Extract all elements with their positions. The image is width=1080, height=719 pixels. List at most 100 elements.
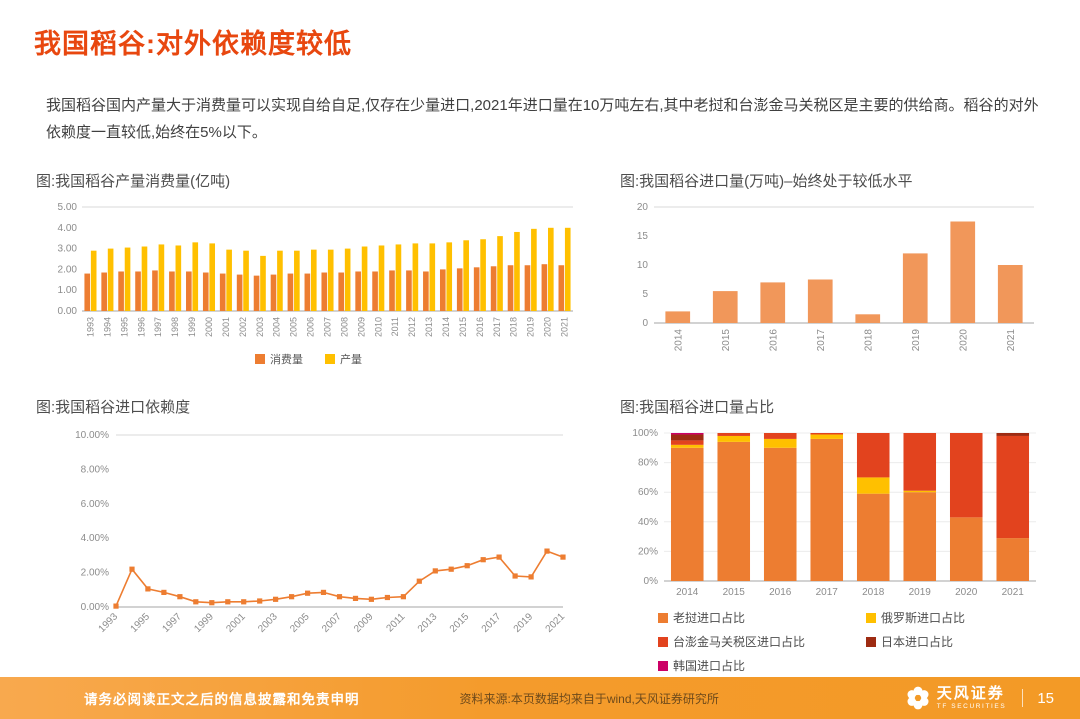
bar bbox=[310, 249, 317, 311]
y-axis-label: 8.00% bbox=[81, 464, 109, 475]
bar bbox=[321, 272, 328, 311]
x-axis-label: 2007 bbox=[323, 317, 333, 337]
production-consumption-bar-chart: 0.00 1.00 2.00 3.00 4.00 5.00 1993 1994 1995 1996… bbox=[58, 202, 573, 337]
bar bbox=[277, 250, 283, 311]
chart4-title: 图:我国稻谷进口量占比 bbox=[620, 399, 775, 416]
bar bbox=[209, 243, 216, 311]
marker bbox=[512, 573, 518, 579]
x-axis-label: 2014 bbox=[441, 317, 451, 337]
x-axis-label: 2015 bbox=[458, 317, 468, 337]
marker bbox=[225, 599, 231, 605]
legend-label: 俄罗斯进口占比 bbox=[881, 611, 966, 625]
import-share-stacked-chart: 0% 20% 40% 60% 80% 100% 2014 2015 2016 2017 2018 20… bbox=[632, 428, 1036, 598]
bar bbox=[429, 243, 436, 311]
x-axis-label: 2016 bbox=[475, 317, 485, 337]
stack-segment bbox=[856, 433, 890, 478]
bar bbox=[202, 272, 209, 311]
marker bbox=[257, 598, 263, 604]
chart-panel-import-share: 图:我国稻谷进口量占比 0% 20% 40% 60% 80% 100% 2014 2015 20… bbox=[620, 396, 1050, 674]
footer-divider bbox=[1022, 689, 1024, 707]
x-axis-label: 2019 bbox=[909, 587, 932, 598]
bar bbox=[807, 279, 833, 323]
marker bbox=[352, 595, 359, 601]
stack-segment bbox=[856, 493, 890, 581]
x-axis-label: 2014 bbox=[673, 329, 684, 352]
bar bbox=[473, 267, 480, 311]
x-axis-label: 2017 bbox=[816, 329, 827, 352]
x-axis-label: 1999 bbox=[192, 611, 216, 635]
intro-paragraph: 我国稻谷国内产量大于消费量可以实现自给自足,仅存在少量进口,2021年进口量在1… bbox=[46, 97, 1039, 141]
stack-segment bbox=[717, 435, 751, 442]
bar bbox=[141, 246, 148, 311]
marker bbox=[273, 596, 279, 602]
bar bbox=[304, 273, 311, 311]
x-axis-label: 2019 bbox=[512, 611, 536, 635]
bar bbox=[270, 274, 277, 311]
x-axis-label: 1999 bbox=[187, 317, 197, 337]
bar bbox=[338, 272, 345, 311]
x-axis-label: 1995 bbox=[119, 317, 129, 337]
bar bbox=[135, 271, 141, 311]
x-axis-label: 2003 bbox=[255, 317, 265, 337]
legend-label: 韩国进口占比 bbox=[673, 659, 746, 673]
bar bbox=[90, 250, 97, 311]
x-axis-label: 2018 bbox=[509, 317, 519, 337]
x-axis-label: 2005 bbox=[288, 611, 312, 635]
legend-swatch bbox=[866, 636, 876, 647]
footer-source: 资料来源:本页数据均来自于wind,天风证券研究所 bbox=[459, 691, 719, 706]
bar bbox=[712, 291, 738, 323]
chart1-title: 图:我国稻谷产量消费量(亿吨) bbox=[36, 173, 231, 190]
y-axis-label: 2.00 bbox=[58, 264, 78, 275]
marker bbox=[432, 568, 438, 574]
stack-segment bbox=[763, 433, 797, 439]
x-axis-label: 2010 bbox=[373, 317, 383, 337]
stack-segment bbox=[903, 492, 937, 581]
bar bbox=[287, 273, 294, 311]
x-axis-label: 2017 bbox=[816, 587, 839, 598]
x-axis-label: 2017 bbox=[480, 611, 504, 635]
x-axis-label: 2016 bbox=[769, 587, 792, 598]
x-axis-label: 2000 bbox=[204, 317, 214, 337]
marker bbox=[464, 563, 470, 569]
bar bbox=[378, 245, 385, 311]
y-axis-label: 6.00% bbox=[81, 499, 109, 510]
x-axis-label: 1994 bbox=[102, 317, 112, 337]
marker bbox=[528, 574, 534, 580]
bar bbox=[186, 271, 192, 311]
x-axis-label: 2019 bbox=[526, 317, 536, 337]
x-axis-label: 2002 bbox=[238, 317, 248, 337]
stack-segment bbox=[670, 434, 704, 441]
x-axis-label: 2005 bbox=[289, 317, 299, 337]
stack-segment bbox=[810, 433, 844, 435]
bar bbox=[192, 242, 199, 311]
x-axis-label: 2021 bbox=[1002, 587, 1025, 598]
page-title: 我国稻谷:对外依赖度较低 bbox=[34, 29, 352, 59]
import-dependence-line-chart: 0.00% 2.00% 4.00% 6.00% 8.00% 10.00% 1993 1995 1… bbox=[75, 430, 567, 635]
bar bbox=[456, 268, 463, 311]
y-axis-label: 4.00 bbox=[58, 223, 78, 234]
y-axis-label: 100% bbox=[632, 428, 658, 439]
y-axis-label: 20 bbox=[637, 202, 649, 213]
y-axis-label: 10.00% bbox=[75, 430, 109, 441]
bar bbox=[541, 264, 548, 311]
bar bbox=[253, 275, 260, 311]
bar bbox=[665, 311, 691, 323]
marker bbox=[400, 594, 406, 600]
bar bbox=[124, 247, 131, 311]
x-axis-label: 2015 bbox=[721, 329, 732, 352]
x-axis-label: 2019 bbox=[911, 329, 922, 352]
stack-segment bbox=[903, 433, 937, 491]
stack-segment bbox=[996, 435, 1030, 539]
bar bbox=[152, 270, 158, 311]
bar bbox=[327, 249, 334, 311]
legend-item: 韩国进口占比 bbox=[658, 657, 856, 674]
legend-item: 台澎金马关税区进口占比 bbox=[658, 633, 856, 650]
y-axis-label: 10 bbox=[637, 260, 649, 271]
x-axis-label: 2008 bbox=[339, 317, 349, 337]
bar bbox=[294, 250, 300, 311]
legend-swatch bbox=[658, 612, 668, 623]
bar bbox=[531, 228, 537, 311]
y-axis-label: 3.00 bbox=[58, 244, 78, 255]
x-axis-label: 2011 bbox=[390, 317, 400, 336]
bar bbox=[355, 271, 361, 311]
